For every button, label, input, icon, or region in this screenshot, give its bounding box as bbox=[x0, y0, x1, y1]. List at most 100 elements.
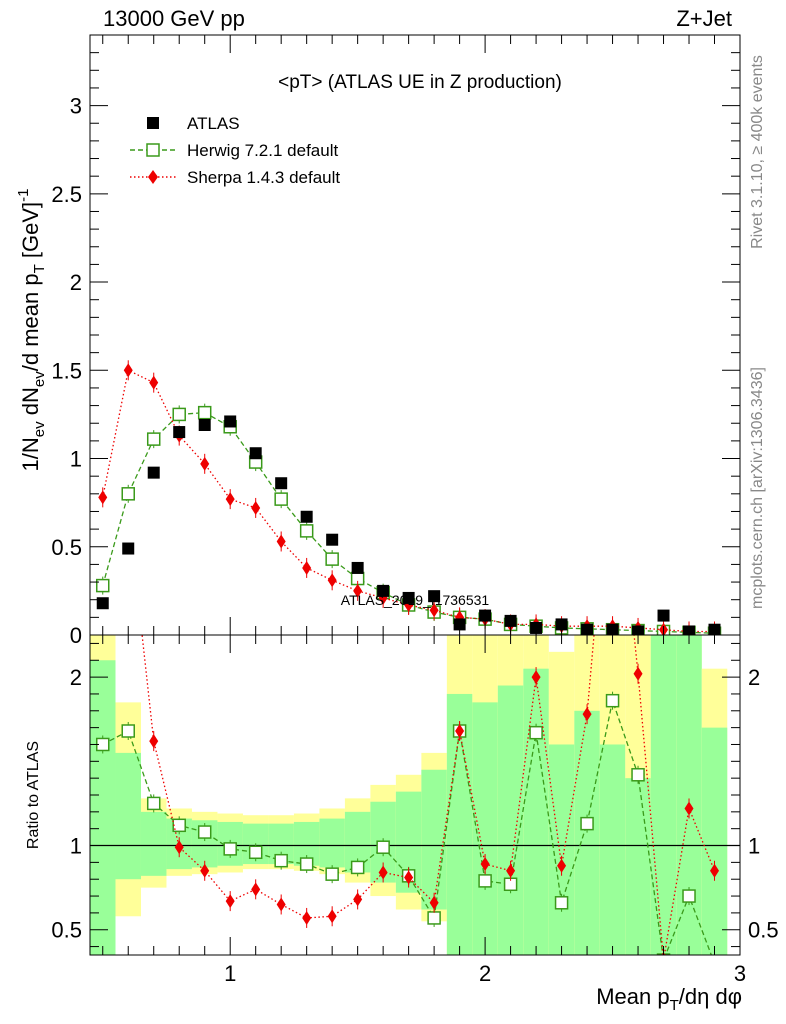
data-point-herwig bbox=[376, 840, 390, 854]
watermark: ATLAS_2019_I1736531 bbox=[341, 592, 490, 608]
data-point-sherpa bbox=[429, 603, 439, 618]
data-point-sherpa bbox=[149, 375, 159, 390]
data-point-herwig bbox=[274, 853, 288, 868]
data-point-herwig bbox=[580, 816, 594, 831]
data-point-sherpa bbox=[123, 363, 133, 378]
header-energy: 13000 GeV pp bbox=[103, 6, 245, 31]
data-point-herwig bbox=[274, 492, 288, 506]
band-inner-bin bbox=[676, 635, 702, 955]
y-tick-label: 2 bbox=[70, 270, 82, 295]
data-point-herwig bbox=[146, 796, 161, 811]
band-inner-bin bbox=[497, 685, 524, 955]
series-diamond bbox=[98, 283, 720, 955]
data-point-sherpa bbox=[149, 734, 159, 749]
data-point-herwig bbox=[299, 524, 314, 538]
legend-sherpa-marker bbox=[148, 170, 158, 184]
data-point-herwig bbox=[146, 432, 161, 446]
data-point-atlas bbox=[249, 447, 262, 460]
data-point-herwig bbox=[223, 842, 237, 856]
data-point-herwig bbox=[656, 953, 671, 955]
y-tick-label: 1 bbox=[70, 447, 82, 472]
data-point-herwig bbox=[121, 487, 135, 501]
data-point-sherpa bbox=[276, 534, 286, 549]
band-inner-bin bbox=[574, 710, 600, 955]
band-inner-bin bbox=[90, 660, 116, 955]
data-point-herwig bbox=[299, 857, 314, 871]
data-point-sherpa bbox=[455, 724, 465, 738]
legend-entry-herwig: Herwig 7.2.1 default bbox=[130, 141, 338, 160]
data-point-sherpa bbox=[557, 858, 567, 873]
x-axis-label: Mean pT/dη dφ bbox=[596, 984, 742, 1014]
data-point-herwig bbox=[197, 825, 212, 839]
y-tick-label: 0.5 bbox=[51, 535, 82, 560]
legend-entry-sherpa: Sherpa 1.4.3 default bbox=[130, 168, 340, 187]
main-panel: 0 0.5 1 1.5 2 2.5 3 <pT> (ATLAS UE in Z produc… bbox=[15, 34, 741, 648]
x-tick-label: 1 bbox=[224, 961, 236, 986]
y-tick-label: 2.5 bbox=[51, 182, 82, 207]
ratio-panel: 0.5 0.5 1 1 2 2 1 2 3 Ratio to ATLAS bbox=[25, 283, 779, 986]
data-point-atlas bbox=[326, 533, 339, 546]
legend-herwig-label: Herwig 7.2.1 default bbox=[187, 141, 338, 160]
data-point-atlas bbox=[224, 415, 237, 428]
data-point-sherpa bbox=[684, 801, 694, 816]
band-inner-bin bbox=[140, 811, 167, 876]
data-point-sherpa bbox=[353, 892, 363, 907]
data-point-herwig bbox=[478, 874, 492, 888]
data-point-atlas bbox=[275, 477, 288, 490]
ratio-y-axis-label: Ratio to ATLAS bbox=[25, 741, 42, 849]
data-point-sherpa bbox=[531, 670, 541, 685]
data-point-herwig bbox=[350, 860, 365, 875]
main-y-axis-label: 1/Nev dNev/d mean pT [GeV]-1 bbox=[15, 189, 48, 472]
data-point-herwig bbox=[325, 552, 339, 566]
data-point-sherpa bbox=[98, 283, 107, 297]
data-point-sherpa bbox=[302, 910, 312, 925]
data-point-atlas bbox=[173, 426, 186, 439]
data-point-sherpa bbox=[174, 840, 184, 855]
data-point-sherpa bbox=[225, 894, 235, 909]
data-point-sherpa bbox=[378, 865, 388, 880]
data-point-herwig bbox=[554, 896, 569, 910]
data-point-sherpa bbox=[276, 897, 286, 912]
main-title: <pT> (ATLAS UE in Z production) bbox=[278, 72, 562, 93]
ratio-y-tick-label-left: 0.5 bbox=[51, 918, 82, 943]
data-point-sherpa bbox=[608, 417, 617, 431]
mcplots-label: mcplots.cern.ch [arXiv:1306.3436] bbox=[749, 367, 766, 609]
data-point-sherpa bbox=[480, 857, 490, 872]
band-inner-bin bbox=[421, 769, 447, 910]
legend-herwig-marker bbox=[146, 143, 160, 157]
data-point-herwig bbox=[95, 578, 110, 593]
data-point-herwig bbox=[172, 818, 186, 833]
ratio-data-layer bbox=[90, 283, 740, 969]
legend-entry-atlas: ATLAS bbox=[147, 114, 240, 133]
x-tick-label: 2 bbox=[479, 961, 491, 986]
data-point-atlas bbox=[504, 614, 517, 627]
data-point-sherpa bbox=[302, 560, 312, 575]
data-point-sherpa bbox=[251, 882, 261, 897]
data-point-herwig bbox=[631, 768, 645, 782]
band-inner-bin bbox=[523, 668, 549, 955]
data-point-sherpa bbox=[200, 456, 210, 471]
data-point-herwig bbox=[709, 957, 721, 969]
data-point-sherpa bbox=[251, 500, 261, 515]
y-tick-label: 0 bbox=[70, 623, 82, 648]
legend: ATLAS Herwig 7.2.1 default Sherpa 1.4.3 … bbox=[130, 114, 340, 187]
data-point-atlas bbox=[428, 590, 441, 603]
data-point-sherpa bbox=[353, 583, 363, 598]
data-point-sherpa bbox=[327, 909, 337, 924]
ratio-y-tick-label-left: 1 bbox=[70, 834, 82, 859]
data-point-atlas bbox=[147, 466, 160, 479]
series-open-square bbox=[95, 691, 721, 969]
data-point-atlas bbox=[479, 609, 492, 622]
legend-atlas-marker bbox=[147, 117, 159, 129]
band-inner-bin bbox=[701, 727, 728, 955]
data-point-sherpa bbox=[710, 863, 720, 878]
ratio-y-tick-label-right: 2 bbox=[748, 665, 760, 690]
data-point-atlas bbox=[657, 609, 670, 622]
data-point-atlas bbox=[300, 510, 313, 523]
data-point-atlas bbox=[122, 542, 135, 555]
band-inner-bin bbox=[599, 744, 626, 955]
legend-sherpa-label: Sherpa 1.4.3 default bbox=[187, 168, 340, 187]
header-process: Z+Jet bbox=[676, 6, 732, 31]
data-point-herwig bbox=[605, 693, 620, 708]
